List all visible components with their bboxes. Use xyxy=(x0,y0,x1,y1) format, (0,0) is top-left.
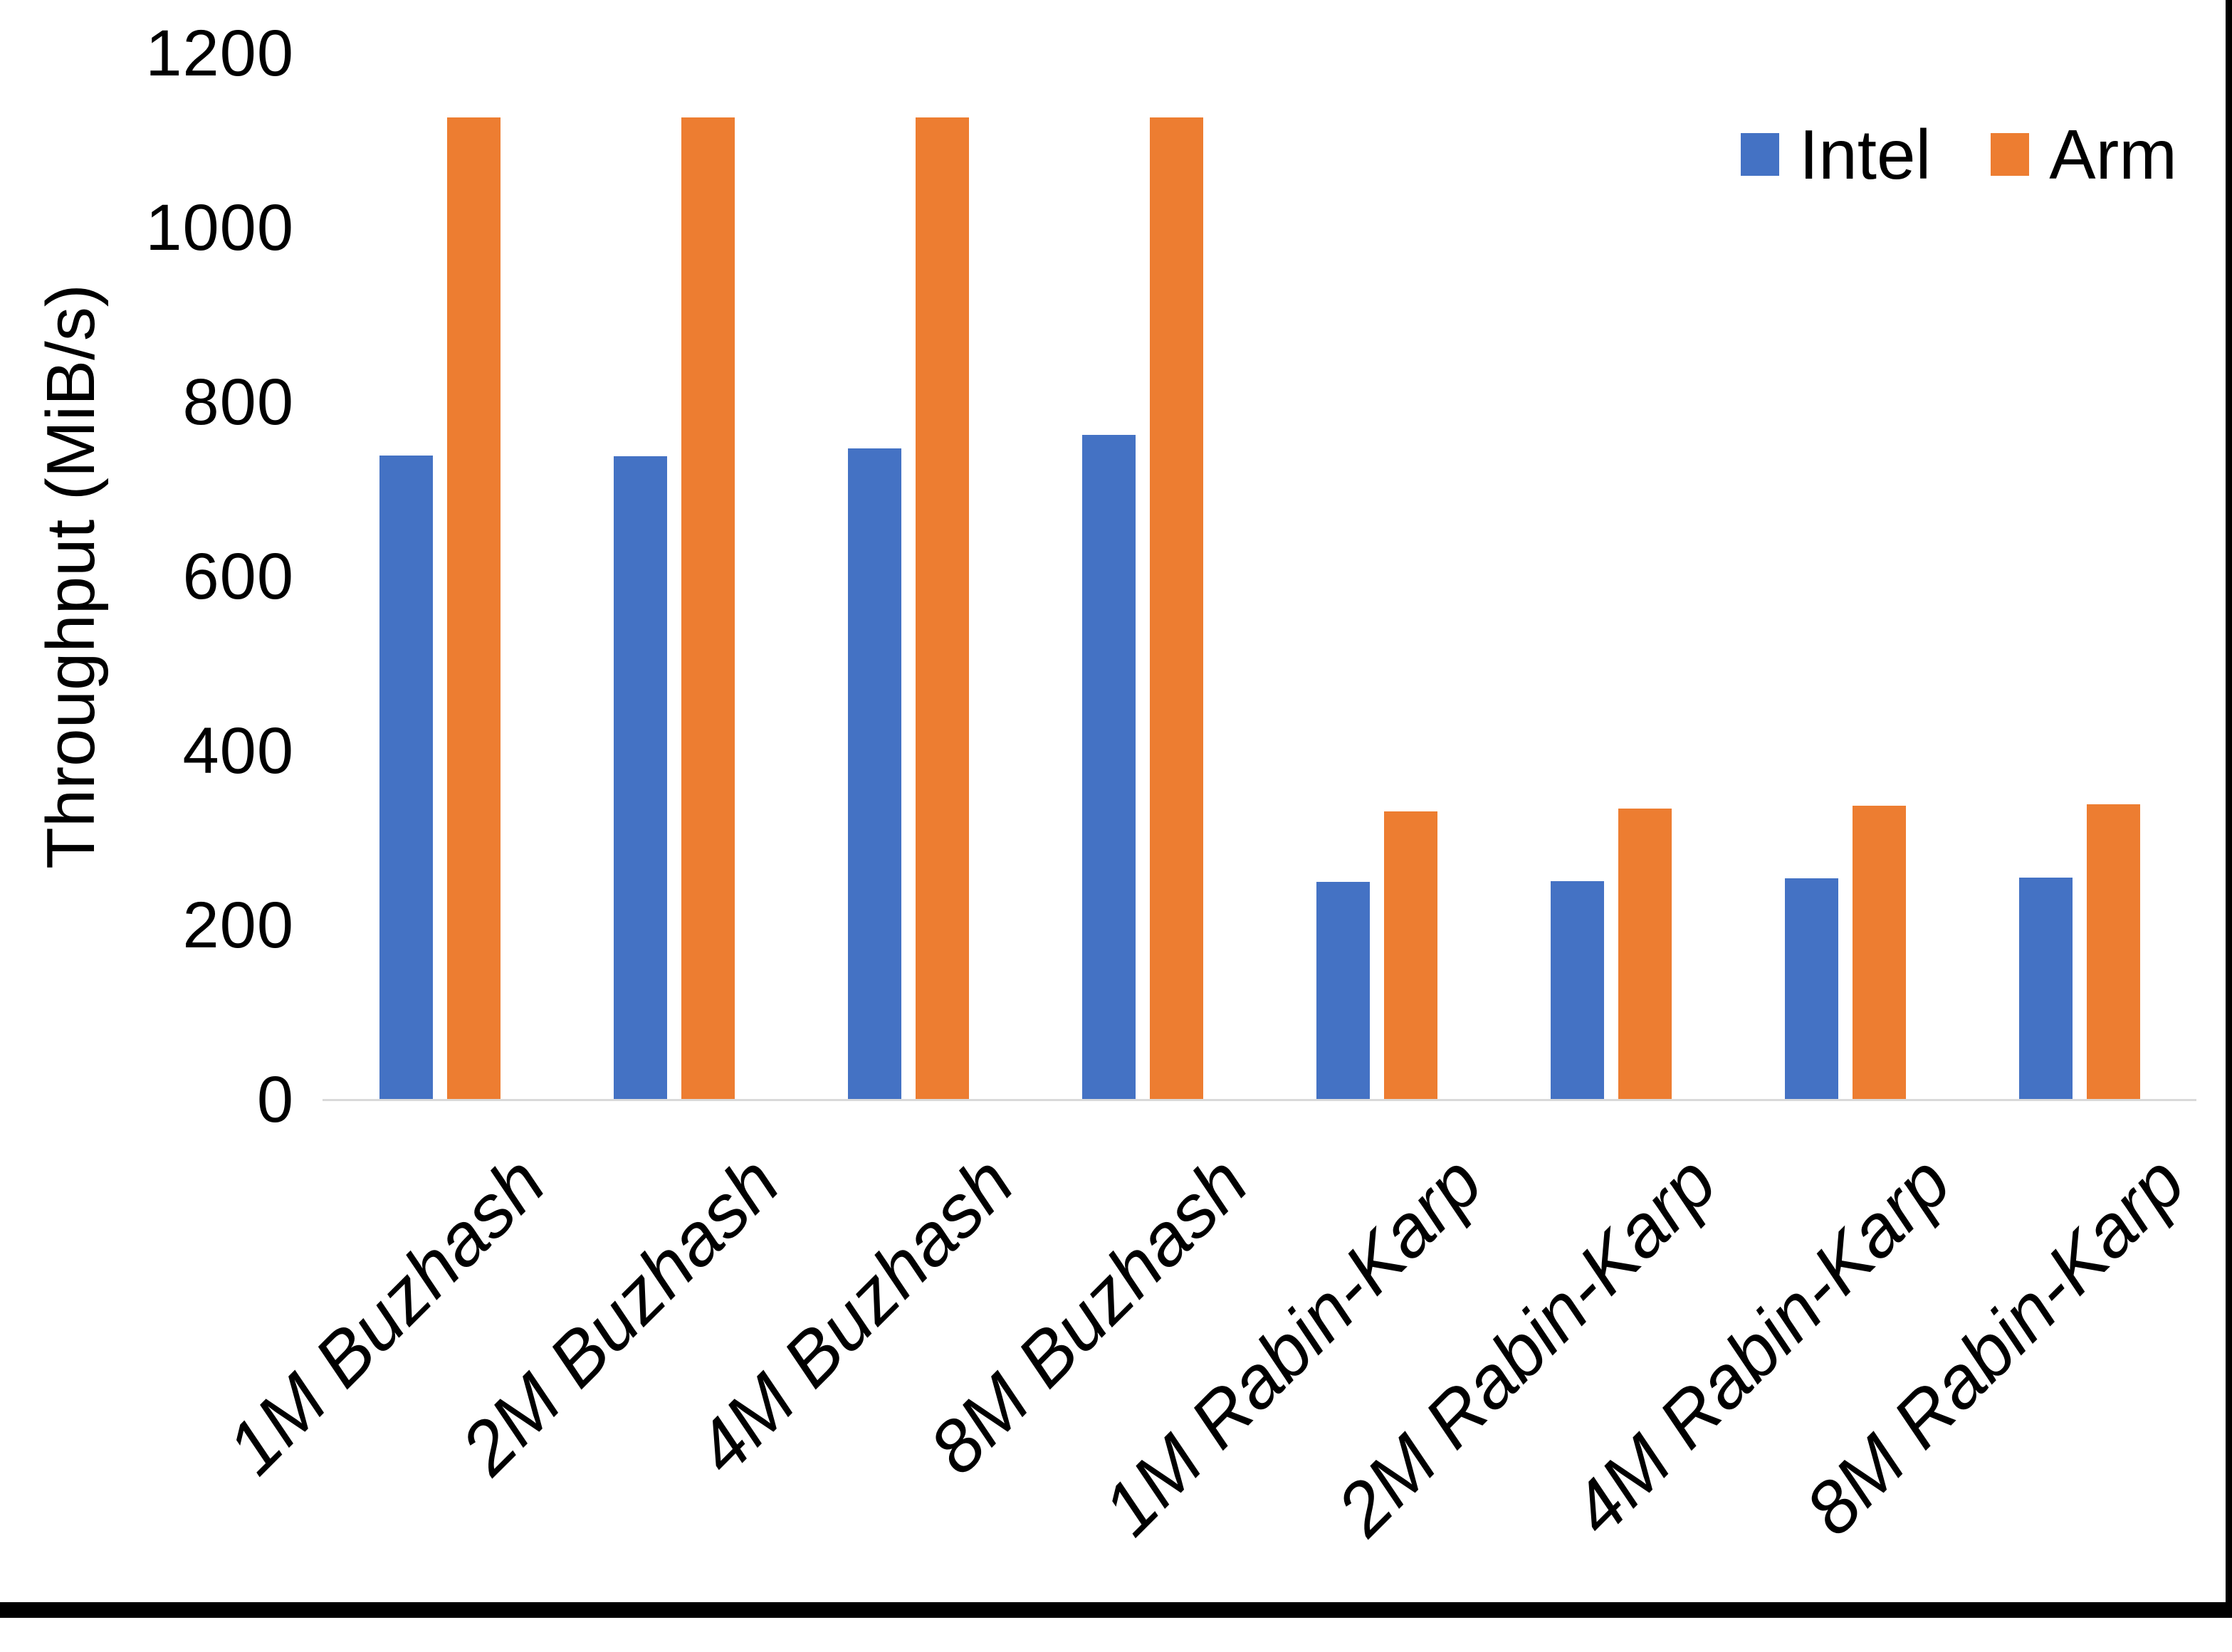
bar-chart: Throughput (MiB/s) 0 200 400 600 800 1000 1200… xyxy=(0,0,2232,1618)
y-tick-label-200: 200 xyxy=(182,889,294,962)
y-tick-label-400: 400 xyxy=(182,715,294,787)
legend-item-intel: Intel xyxy=(1741,120,1931,189)
intel-series-label: Intel xyxy=(1799,115,1932,194)
bar-intel-1m-buzhash xyxy=(379,456,433,1099)
bar-intel-2m-buzhash xyxy=(613,456,667,1099)
bar-intel-4m-buzhash xyxy=(847,448,901,1099)
bar-intel-2m-rabin-karp xyxy=(1550,881,1604,1099)
bar-arm-4m-rabin-karp xyxy=(1852,806,1906,1099)
bar-intel-8m-buzhash xyxy=(1081,435,1136,1099)
legend-item-arm: Arm xyxy=(1991,120,2177,189)
y-tick-label-800: 800 xyxy=(182,366,294,438)
bar-arm-8m-rabin-karp xyxy=(2086,804,2140,1099)
bar-arm-8m-buzhash xyxy=(1149,117,1203,1099)
arm-series-label: Arm xyxy=(2049,115,2177,194)
window-edge-bottom xyxy=(0,1602,2232,1618)
y-tick-label-600: 600 xyxy=(182,540,294,613)
bar-arm-1m-rabin-karp xyxy=(1383,811,1437,1099)
arm-series-swatch xyxy=(1991,133,2030,176)
bar-arm-4m-buzhash xyxy=(915,117,969,1099)
plot-area xyxy=(323,53,2196,1101)
bar-arm-1m-buzhash xyxy=(446,117,501,1099)
y-tick-label-1200: 1200 xyxy=(145,17,294,90)
y-tick-label-0: 0 xyxy=(256,1063,294,1136)
window-edge-right xyxy=(2226,0,2232,1618)
legend: Intel Arm xyxy=(1741,120,2177,189)
bar-intel-1m-rabin-karp xyxy=(1316,882,1370,1099)
bar-arm-2m-buzhash xyxy=(681,117,735,1099)
y-tick-label-1000: 1000 xyxy=(145,191,294,264)
bar-arm-2m-rabin-karp xyxy=(1618,809,1672,1099)
x-axis-line xyxy=(323,1099,2196,1101)
intel-series-swatch xyxy=(1741,133,1779,176)
bar-intel-8m-rabin-karp xyxy=(2018,878,2073,1099)
bar-intel-4m-rabin-karp xyxy=(1784,878,1838,1099)
